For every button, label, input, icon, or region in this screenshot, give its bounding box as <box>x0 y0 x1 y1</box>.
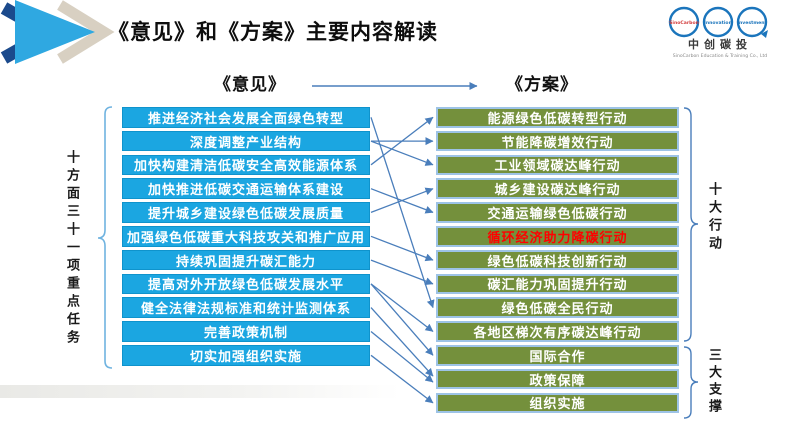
plan-action-box: 能源绿色低碳转型行动 <box>436 107 679 128</box>
plan-action-box: 绿色低碳全民行动 <box>436 297 679 318</box>
logo-ring-label: Investment <box>737 20 767 26</box>
connection-arrow <box>370 116 434 166</box>
logo-company-name: 中创碳投 <box>688 37 752 51</box>
connection-arrow <box>370 307 434 377</box>
company-logo: SinoCarbon Innovation Investment 中创碳投 Si… <box>668 6 768 59</box>
decoration-chevrons <box>0 0 115 64</box>
opinions-brace <box>97 106 113 369</box>
logo-subtitle: SinoCarbon Education & Training Co., Ltd <box>673 53 768 59</box>
plan-action-box: 绿色低碳科技创新行动 <box>436 249 679 271</box>
plan-actions-label: 十大行动 <box>706 182 721 254</box>
connection-arrow <box>370 117 435 309</box>
logo-arrow-icon <box>761 30 768 38</box>
opinions-side-label: 十方面三十一项重点任务 <box>64 150 79 348</box>
plan-supports-label: 三大支撑 <box>706 348 721 416</box>
plan-action-box: 工业领域碳达峰行动 <box>436 154 679 176</box>
chevron-icon <box>57 0 115 64</box>
plan-action-box: 政策保障 <box>436 368 679 390</box>
connection-arrow <box>370 187 434 214</box>
opinion-task-box: 推进经济社会发展全面绿色转型 <box>122 107 370 128</box>
connection-arrow <box>370 259 434 285</box>
opinion-task-box: 健全法律法规标准和统计监测体系 <box>122 297 370 318</box>
plan-action-box: 国际合作 <box>436 345 679 366</box>
opinion-task-box: 加快构建清洁低碳安全高效能源体系 <box>122 154 370 176</box>
opinion-task-box: 提高对外开放绿色低碳发展水平 <box>122 273 370 295</box>
connection-arrow <box>370 283 434 333</box>
opinion-task-box: 深度调整产业结构 <box>122 130 370 152</box>
connection-arrow <box>370 235 434 262</box>
page-title: 《意见》和《方案》主要内容解读 <box>108 20 438 44</box>
plan-action-box: 各地区梯次有序碳达峰行动 <box>436 321 679 342</box>
connection-arrow <box>370 140 434 166</box>
opinion-task-box: 完善政策机制 <box>122 321 370 342</box>
opinion-task-box: 加强绿色低碳重大科技攻关和推广应用 <box>122 226 370 247</box>
opinion-task-box: 切实加强组织实施 <box>122 345 370 366</box>
plan-action-box: 节能降碳增效行动 <box>436 130 679 152</box>
opinion-task-box: 提升城乡建设绿色低碳发展质量 <box>122 202 370 223</box>
opinions-header: 《意见》 <box>214 75 286 95</box>
plan-action-box-highlighted: 循环经济助力降碳行动 <box>436 226 679 247</box>
plan-action-box: 城乡建设碳达峰行动 <box>436 178 679 199</box>
chevron-icon <box>15 0 95 64</box>
plan-action-box: 交通运输绿色低碳行动 <box>436 202 679 223</box>
plan-action-box: 组织实施 <box>436 392 679 414</box>
logo-ring-label: Innovation <box>704 20 732 26</box>
logo-ring-icon <box>736 6 768 38</box>
connection-arrow <box>370 330 434 383</box>
opinion-task-box: 持续巩固提升碳汇能力 <box>122 249 370 271</box>
logo-ring-icon <box>668 6 700 38</box>
plan-action-box: 碳汇能力巩固提升行动 <box>436 273 679 295</box>
logo-ring-label: SinoCarbon <box>669 20 699 26</box>
opinion-task-box: 加快推进低碳交通运输体系建设 <box>122 178 370 199</box>
connection-arrow <box>370 283 434 356</box>
plan-header: 《方案》 <box>506 75 578 95</box>
actions-brace <box>683 107 699 342</box>
bottom-shade <box>0 385 400 398</box>
logo-ring-icon <box>702 6 734 38</box>
supports-brace <box>683 346 699 419</box>
connection-arrow <box>370 188 434 214</box>
